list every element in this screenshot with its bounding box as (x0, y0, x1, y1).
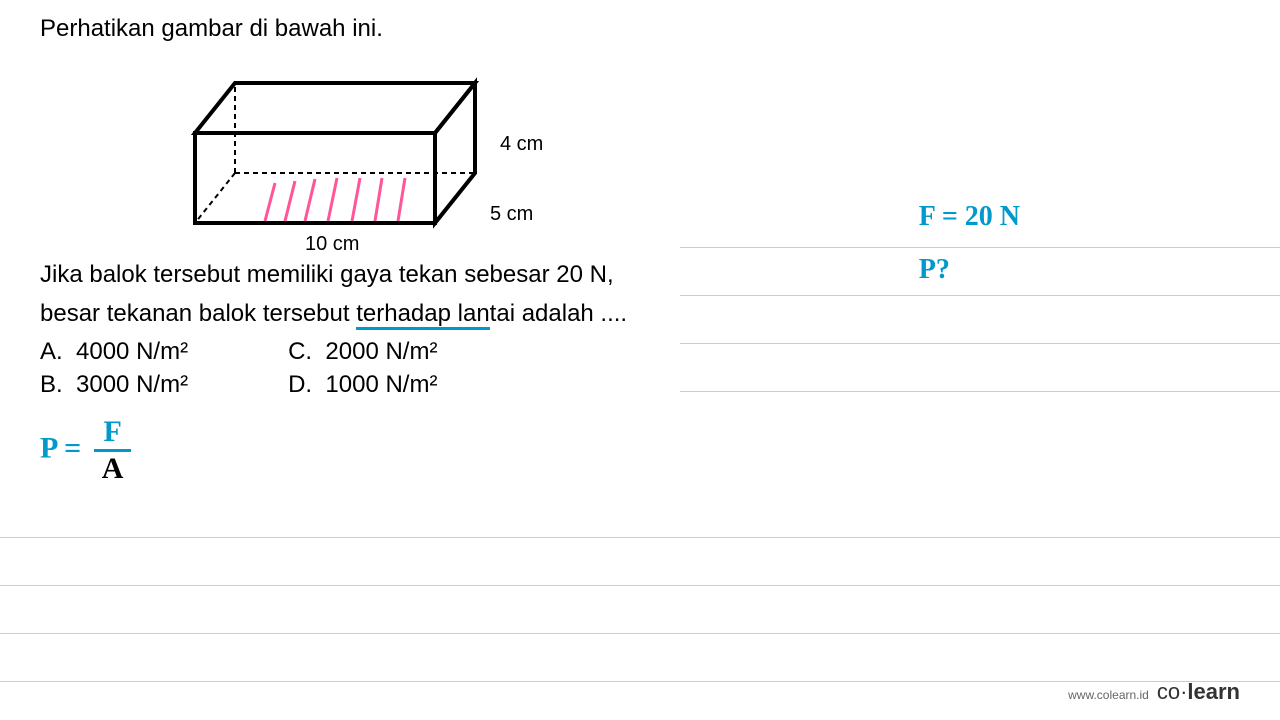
q2-part2: tai adalah .... (490, 300, 627, 327)
height-label: 4 cm (500, 133, 543, 156)
hw-numerator: F (94, 415, 132, 452)
hw-pressure: P? (919, 248, 1020, 293)
options-container: A. 4000 N/m² B. 3000 N/m² C. 2000 N/m² D… (40, 338, 1240, 399)
width-label: 10 cm (305, 233, 359, 256)
handwriting-bottom: P = F A (40, 415, 131, 486)
ruled-lines-bottom (0, 490, 1280, 682)
hw-force: F = 20 N (919, 195, 1020, 240)
handwriting-right: F = 20 N P? (919, 195, 1020, 293)
option-b: B. 3000 N/m² (40, 371, 188, 399)
option-d: D. 1000 N/m² (288, 371, 437, 399)
footer-url: www.colearn.id (1068, 688, 1149, 702)
brand-bold: learn (1187, 679, 1240, 704)
cuboid-diagram: 4 cm 5 cm 10 cm (170, 53, 720, 253)
option-c: C. 2000 N/m² (288, 338, 437, 366)
hw-lhs: P = (40, 431, 81, 464)
option-a: A. 4000 N/m² (40, 338, 188, 366)
intro-text: Perhatikan gambar di bawah ini. (40, 15, 1240, 43)
footer-brand: co·learn (1157, 679, 1240, 705)
footer: www.colearn.id co·learn (1068, 679, 1240, 705)
q2-part1: besar tekanan balok tersebut (40, 300, 356, 327)
hw-denominator: A (94, 452, 132, 486)
hw-fraction: F A (94, 415, 132, 486)
brand-prefix: co· (1157, 679, 1188, 704)
depth-label: 5 cm (490, 203, 533, 226)
question-line2: besar tekanan balok tersebut terhadap la… (40, 297, 1240, 331)
question-line1: Jika balok tersebut memiliki gaya tekan … (40, 258, 1240, 292)
q2-underlined: terhadap lan (356, 300, 489, 330)
